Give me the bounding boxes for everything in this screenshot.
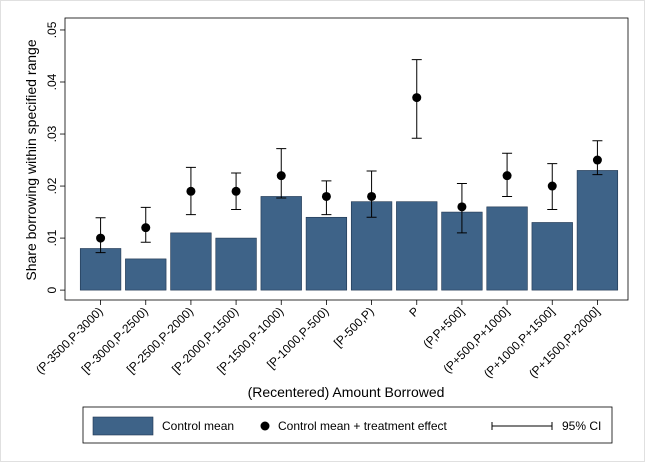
y-tick-label: .03: [45, 125, 59, 142]
bar: [396, 201, 438, 291]
point: [96, 233, 106, 243]
y-axis-title: Share borrowing within specified range: [23, 39, 39, 280]
bar: [486, 206, 528, 291]
point: [141, 223, 151, 233]
bar: [215, 237, 257, 291]
bar: [305, 216, 348, 291]
bar: [79, 248, 122, 291]
x-axis-title: (Recentered) Amount Borrowed: [248, 384, 445, 400]
legend-label: Control mean + treatment effect: [278, 419, 448, 433]
y-tick-label: .04: [45, 73, 59, 90]
y-tick-label: .02: [45, 177, 59, 194]
point: [186, 186, 196, 196]
point: [457, 202, 467, 212]
y-tick-label: 0: [45, 286, 59, 293]
point: [547, 181, 557, 191]
y-tick-label: .05: [45, 21, 59, 38]
legend-swatch: [92, 416, 154, 436]
legend-swatch: [260, 421, 270, 431]
point: [367, 191, 377, 201]
legend-label: Control mean: [162, 419, 234, 433]
y-tick-label: .01: [45, 229, 59, 246]
point: [502, 171, 512, 181]
legend-box: [82, 406, 613, 444]
point: [321, 191, 331, 201]
bar: [531, 222, 573, 291]
point: [412, 93, 422, 103]
bar: [576, 170, 619, 291]
bar: [170, 232, 212, 291]
point: [592, 155, 602, 165]
point: [276, 171, 286, 181]
bar: [260, 196, 302, 291]
bar: [125, 258, 167, 291]
legend-label: 95% CI: [562, 419, 601, 433]
legend-swatch: [491, 422, 553, 430]
point: [231, 186, 241, 196]
